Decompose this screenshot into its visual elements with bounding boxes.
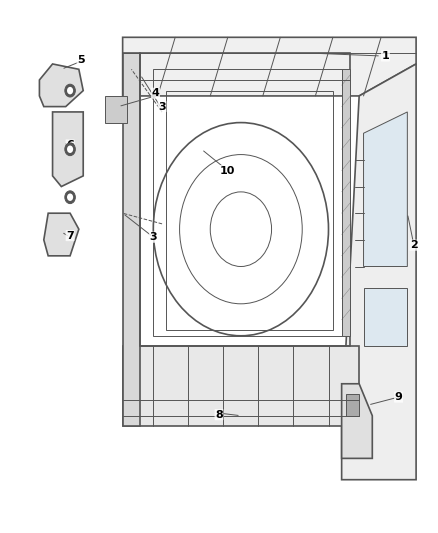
Polygon shape [39,64,83,107]
Text: 3: 3 [149,232,157,242]
Polygon shape [342,69,350,336]
Circle shape [65,143,75,156]
Polygon shape [105,96,127,123]
Circle shape [65,191,75,204]
Circle shape [67,146,73,153]
Text: 1: 1 [381,51,389,61]
Text: 8: 8 [215,410,223,419]
Polygon shape [123,37,416,96]
Text: 7: 7 [66,231,74,240]
Polygon shape [364,112,407,266]
Text: 4: 4 [152,88,159,98]
Polygon shape [342,384,372,458]
Circle shape [67,193,73,201]
Circle shape [67,87,73,94]
Polygon shape [342,64,416,480]
Circle shape [65,84,75,97]
Polygon shape [123,53,140,426]
Text: 2: 2 [410,240,418,250]
Polygon shape [364,288,407,346]
Text: 5: 5 [77,55,85,64]
Text: 9: 9 [395,392,403,402]
Polygon shape [346,394,359,416]
Polygon shape [44,213,79,256]
Text: 6: 6 [66,140,74,150]
Text: 10: 10 [220,166,236,175]
Polygon shape [53,112,83,187]
Polygon shape [123,346,359,426]
Text: 3: 3 [158,102,166,111]
